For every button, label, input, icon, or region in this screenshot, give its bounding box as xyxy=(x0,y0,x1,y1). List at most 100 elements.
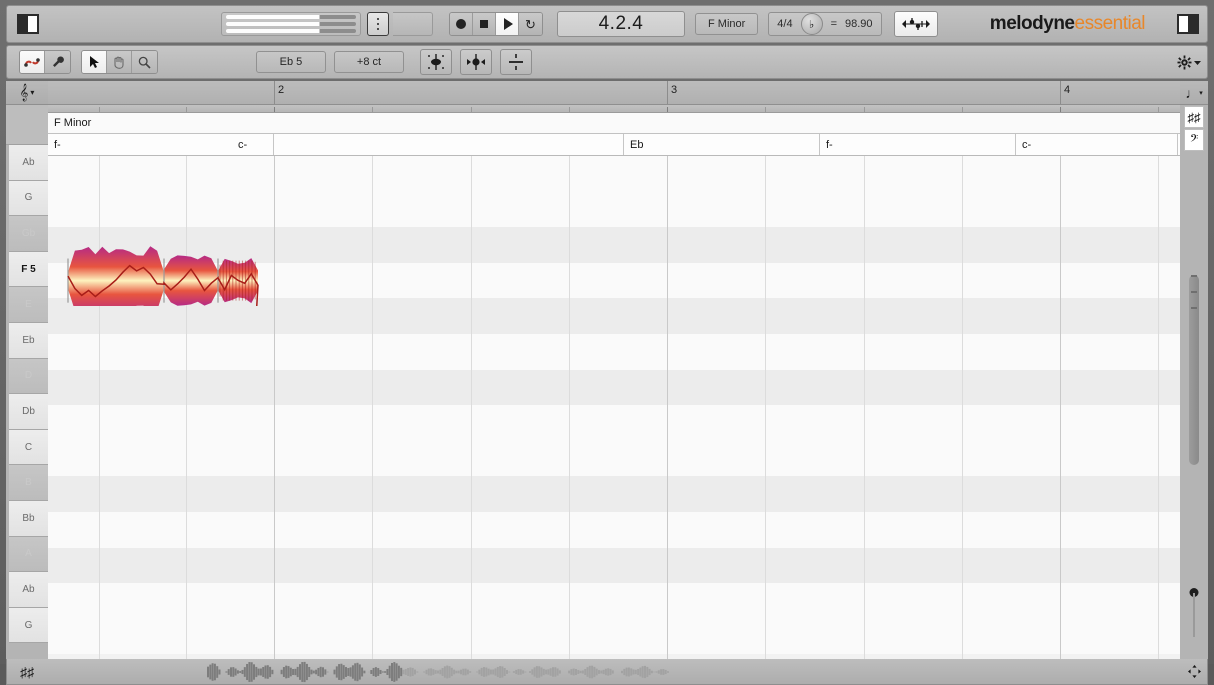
grid-row xyxy=(48,619,1180,655)
overview-waveform-bar xyxy=(207,667,209,678)
overview-waveform-bar xyxy=(462,669,464,676)
play-button[interactable] xyxy=(496,13,519,35)
panel-right-icon[interactable] xyxy=(1177,14,1199,34)
pitch-key-c[interactable]: C xyxy=(9,430,48,466)
overview-waveform-bar xyxy=(290,668,292,677)
overview-waveform-bar xyxy=(483,667,485,677)
note-blob[interactable] xyxy=(164,255,218,305)
pitch-key-b[interactable]: B xyxy=(9,465,48,501)
loop-button[interactable]: ↻ xyxy=(519,13,542,35)
overview-waveform-bar xyxy=(407,668,409,676)
grid-row xyxy=(48,512,1180,548)
loop-icon: ↻ xyxy=(525,18,536,31)
pitch-key-bb[interactable]: Bb xyxy=(9,501,48,537)
overview-waveform-bar xyxy=(253,664,255,679)
overview-waveform-bar xyxy=(225,671,227,672)
sharp-key-icon[interactable]: ♯♯ xyxy=(1184,106,1204,128)
overview-waveform-bar xyxy=(340,664,342,681)
zoom-tool[interactable] xyxy=(132,51,157,73)
vertical-scrollbar-thumb[interactable] xyxy=(1189,275,1199,465)
overview-waveform-bar xyxy=(444,666,446,677)
pitch-key-g[interactable]: G xyxy=(9,181,48,217)
pitch-key-e[interactable]: E xyxy=(9,287,48,323)
overview-waveform-bar xyxy=(582,670,584,673)
overview-waveform-bar xyxy=(488,669,490,676)
pitch-key-a[interactable]: A xyxy=(9,537,48,573)
chord-cell[interactable]: c- xyxy=(1016,134,1178,155)
overview-waveform-bar xyxy=(260,668,262,675)
key-scale-button[interactable]: F Minor xyxy=(695,13,758,35)
pitch-key-gb[interactable]: Gb xyxy=(9,216,48,252)
bass-clef-icon[interactable]: 𝄢 xyxy=(1184,129,1204,151)
sharp-icon[interactable]: ♯♯ xyxy=(7,664,47,680)
time-signature-value[interactable]: 4/4 xyxy=(777,18,792,30)
overview-waveform-bar xyxy=(288,666,290,678)
time-display[interactable]: 4.2.4 xyxy=(557,11,685,37)
chord-cell[interactable]: Eb xyxy=(624,134,820,155)
connect-tool[interactable] xyxy=(20,51,45,73)
zoom-slider[interactable] xyxy=(1193,593,1195,637)
pitch-key-eb[interactable]: Eb xyxy=(9,323,48,359)
subruler-tick xyxy=(765,107,766,112)
pitch-key-f-5[interactable]: F 5 xyxy=(9,252,48,288)
note-blobs[interactable] xyxy=(48,156,348,306)
pitch-key-g[interactable]: G xyxy=(9,608,48,644)
overview-waveform-bar xyxy=(267,665,269,679)
overview-waveform-bar xyxy=(334,670,336,675)
ruler-bar-number: 3 xyxy=(667,84,677,96)
overview-waveform-bar xyxy=(435,670,437,674)
pitch-key-d[interactable]: D xyxy=(9,359,48,395)
wrench-tool[interactable] xyxy=(45,51,70,73)
timing-tool-icon[interactable] xyxy=(460,49,492,75)
level-fader[interactable] xyxy=(221,12,361,36)
overview-waveform-bar xyxy=(538,666,540,677)
cent-value-field[interactable]: +8 ct xyxy=(334,51,404,73)
overview-waveform-bar xyxy=(398,666,400,679)
chord-cell[interactable]: f- xyxy=(820,134,1016,155)
resize-icon[interactable] xyxy=(1181,665,1207,678)
chord-cell[interactable]: c- xyxy=(232,134,624,155)
pitch-tool-icon[interactable] xyxy=(420,49,452,75)
overview-waveform-bar xyxy=(660,669,662,675)
overview-waveform-bar xyxy=(299,664,301,680)
arrow-tool[interactable] xyxy=(82,51,107,73)
note-blob[interactable] xyxy=(68,246,164,306)
app-logo: melodyneessential xyxy=(990,13,1145,35)
vertical-scrollbar[interactable] xyxy=(1189,261,1199,451)
overview-waveform-bar xyxy=(258,669,260,676)
note-grid[interactable] xyxy=(48,156,1180,659)
pitch-key-db[interactable]: Db xyxy=(9,394,48,430)
pitch-ruler-spacer xyxy=(6,105,48,145)
hand-tool[interactable] xyxy=(107,51,132,73)
overview-waveform-bar xyxy=(469,671,471,673)
grid-beat-line xyxy=(765,156,766,659)
overview-waveform-bar xyxy=(522,670,524,673)
settings-dots-icon[interactable] xyxy=(367,12,389,36)
pitch-key-ab[interactable]: Ab xyxy=(9,572,48,608)
metronome-icon[interactable]: ♭ xyxy=(801,13,823,35)
pitch-key-ab[interactable]: Ab xyxy=(9,145,48,181)
stop-button[interactable] xyxy=(473,13,496,35)
overview-waveform-bar xyxy=(554,667,556,677)
overview-waveform-bar xyxy=(294,669,296,675)
panel-left-icon[interactable] xyxy=(17,14,39,34)
gear-icon[interactable] xyxy=(1177,46,1201,78)
overview-waveform-bar xyxy=(499,666,501,678)
note-detection-icon[interactable] xyxy=(894,11,938,37)
treble-clef-icon[interactable]: 𝄞▾ xyxy=(6,81,48,105)
tempo-value[interactable]: 98.90 xyxy=(845,18,873,30)
overview-waveform-bar xyxy=(311,670,313,675)
overview-waveform[interactable] xyxy=(47,659,1181,684)
scale-track[interactable]: F Minor xyxy=(48,113,1180,134)
overview-waveform-bar xyxy=(623,669,625,675)
pitch-value-field[interactable]: Eb 5 xyxy=(256,51,326,73)
note-value-icon[interactable]: ♩▾ xyxy=(1180,81,1208,105)
fader-tail xyxy=(393,12,433,36)
record-button[interactable] xyxy=(450,13,473,35)
overview-waveform-bar xyxy=(513,671,515,673)
overview-waveform-bar xyxy=(262,667,264,677)
separation-tool-icon[interactable] xyxy=(500,49,532,75)
